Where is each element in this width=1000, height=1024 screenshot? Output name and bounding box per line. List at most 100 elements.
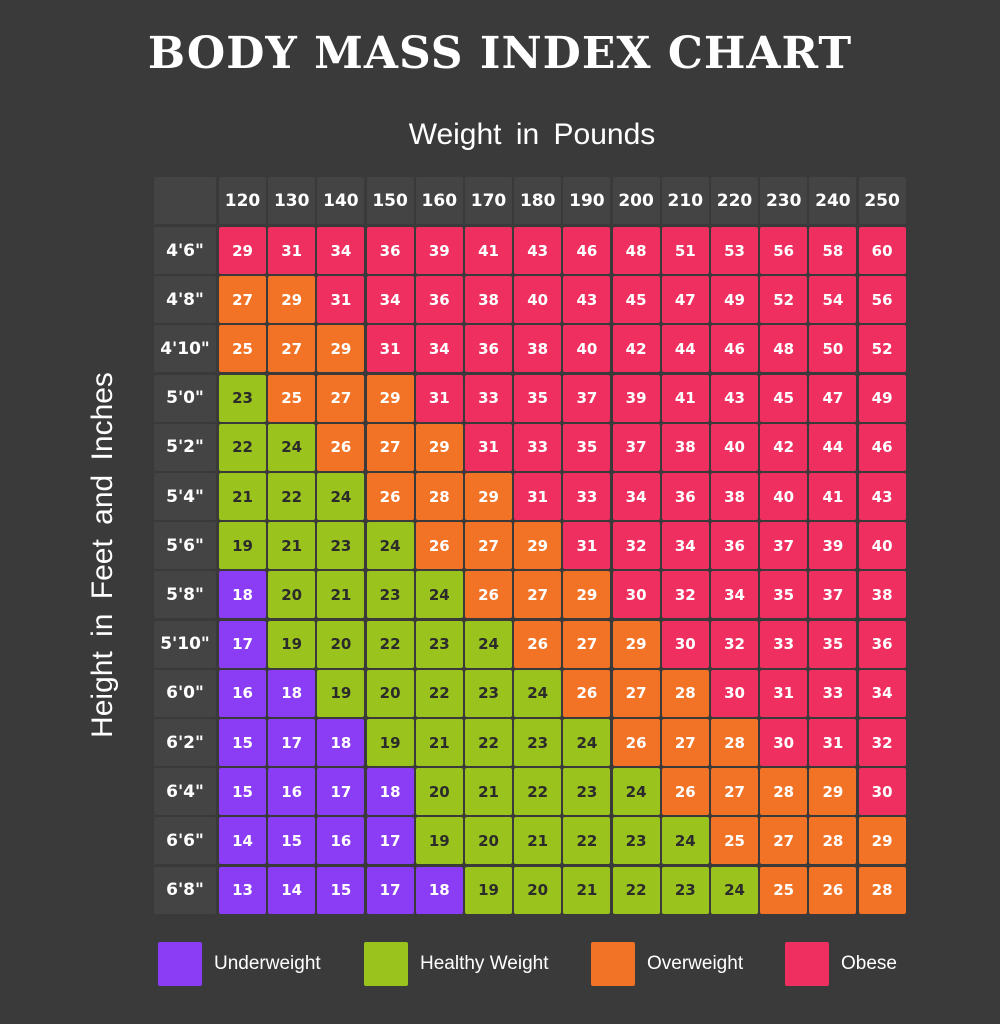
- bmi-cell: 37: [760, 522, 808, 570]
- bmi-cell: 40: [760, 473, 808, 520]
- height-header: 4'8": [154, 276, 216, 324]
- legend-swatch: [591, 942, 635, 986]
- bmi-cell: 38: [858, 571, 906, 619]
- height-header: 6'0": [154, 669, 216, 717]
- bmi-cell: 19: [268, 620, 316, 668]
- bmi-cell: 17: [268, 719, 316, 766]
- bmi-cell: 27: [760, 817, 808, 865]
- bmi-cell: 39: [612, 374, 660, 422]
- weight-header-140: 140: [317, 177, 365, 224]
- bmi-cell: 25: [219, 325, 266, 373]
- bmi-cell: 24: [317, 473, 365, 520]
- bmi-cell: 23: [612, 817, 660, 865]
- weight-header-150: 150: [366, 177, 414, 224]
- bmi-cell: 15: [268, 817, 316, 865]
- height-header: 5'6": [154, 522, 216, 570]
- bmi-cell: 37: [563, 374, 611, 422]
- weight-header-210: 210: [661, 177, 709, 224]
- bmi-cell: 22: [268, 473, 316, 520]
- bmi-cell: 27: [612, 669, 660, 717]
- bmi-cell: 22: [415, 669, 463, 717]
- bmi-cell: 31: [465, 423, 512, 471]
- bmi-cell: 24: [612, 768, 660, 816]
- bmi-cell: 28: [760, 768, 808, 816]
- legend-label: Underweight: [214, 953, 321, 974]
- bmi-cell: 40: [514, 276, 562, 324]
- bmi-cell: 28: [661, 669, 709, 717]
- bmi-cell: 17: [219, 620, 266, 668]
- bmi-cell: 24: [465, 620, 512, 668]
- bmi-cell: 30: [661, 620, 709, 668]
- bmi-cell: 23: [317, 522, 365, 570]
- weight-header-250: 250: [858, 177, 906, 224]
- bmi-cell: 33: [760, 620, 808, 668]
- weight-header-170: 170: [465, 177, 512, 224]
- bmi-cell: 21: [465, 768, 512, 816]
- bmi-cell: 27: [514, 571, 562, 619]
- height-header: 5'0": [154, 374, 216, 422]
- bmi-cell: 19: [415, 817, 463, 865]
- bmi-cell: 29: [415, 423, 463, 471]
- bmi-cell: 39: [809, 522, 857, 570]
- bmi-cell: 46: [711, 325, 758, 373]
- bmi-cell: 43: [858, 473, 906, 520]
- bmi-cell: 26: [809, 866, 857, 914]
- bmi-cell: 26: [514, 620, 562, 668]
- bmi-cell: 33: [514, 423, 562, 471]
- bmi-cell: 29: [612, 620, 660, 668]
- bmi-cell: 53: [711, 227, 758, 274]
- bmi-cell: 27: [711, 768, 758, 816]
- legend-item-healthy-weight: Healthy Weight: [364, 942, 549, 986]
- bmi-cell: 44: [661, 325, 709, 373]
- bmi-cell: 34: [858, 669, 906, 717]
- bmi-cell: 29: [809, 768, 857, 816]
- bmi-cell: 16: [219, 669, 266, 717]
- bmi-cell: 30: [612, 571, 660, 619]
- bmi-cell: 21: [415, 719, 463, 766]
- height-header: 5'8": [154, 571, 216, 619]
- legend-swatch: [158, 942, 202, 986]
- bmi-cell: 22: [219, 423, 266, 471]
- legend-swatch: [785, 942, 829, 986]
- bmi-cell: 33: [563, 473, 611, 520]
- bmi-cell: 15: [219, 768, 266, 816]
- bmi-cell: 43: [514, 227, 562, 274]
- bmi-cell: 23: [514, 719, 562, 766]
- bmi-cell: 31: [317, 276, 365, 324]
- bmi-cell: 18: [366, 768, 414, 816]
- bmi-cell: 42: [760, 423, 808, 471]
- bmi-cell: 41: [465, 227, 512, 274]
- bmi-cell: 34: [415, 325, 463, 373]
- weight-header-180: 180: [514, 177, 562, 224]
- height-header: 6'6": [154, 817, 216, 865]
- bmi-cell: 29: [219, 227, 266, 274]
- bmi-cell: 22: [612, 866, 660, 914]
- bmi-cell: 58: [809, 227, 857, 274]
- bmi-cell: 20: [366, 669, 414, 717]
- bmi-cell: 38: [514, 325, 562, 373]
- bmi-cell: 49: [858, 374, 906, 422]
- height-header: 4'10": [154, 325, 216, 373]
- legend-label: Healthy Weight: [420, 953, 549, 974]
- weight-header-160: 160: [415, 177, 463, 224]
- bmi-cell: 15: [317, 866, 365, 914]
- bmi-cell: 40: [711, 423, 758, 471]
- height-header: 6'2": [154, 719, 216, 766]
- bmi-cell: 44: [809, 423, 857, 471]
- bmi-cell: 17: [317, 768, 365, 816]
- bmi-cell: 18: [415, 866, 463, 914]
- bmi-cell: 35: [563, 423, 611, 471]
- bmi-cell: 23: [415, 620, 463, 668]
- bmi-cell: 36: [661, 473, 709, 520]
- bmi-cell: 43: [563, 276, 611, 324]
- bmi-cell: 23: [465, 669, 512, 717]
- bmi-cell: 24: [563, 719, 611, 766]
- height-header: 6'8": [154, 866, 216, 914]
- bmi-cell: 52: [858, 325, 906, 373]
- bmi-cell: 21: [563, 866, 611, 914]
- bmi-cell: 28: [858, 866, 906, 914]
- bmi-cell: 31: [268, 227, 316, 274]
- bmi-cell: 27: [219, 276, 266, 324]
- bmi-cell: 27: [465, 522, 512, 570]
- bmi-cell: 27: [661, 719, 709, 766]
